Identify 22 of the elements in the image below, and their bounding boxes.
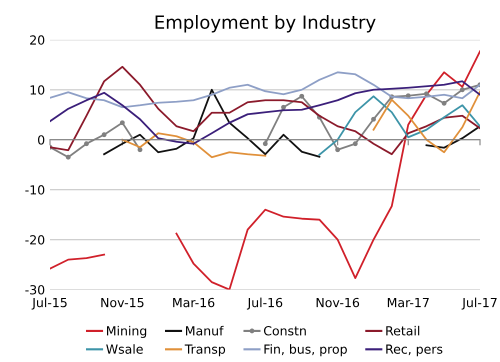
legend-label: Constn (264, 326, 306, 336)
legend-label: Retail (386, 326, 420, 336)
x-tick-label: Jul-15 (32, 298, 67, 310)
x-tick-label: Mar-17 (388, 298, 429, 308)
x-tick-label: Nov-16 (316, 298, 360, 308)
x-tick-label: Nov-15 (101, 298, 144, 308)
y-tick-label: 20 (30, 35, 44, 45)
chart-title: Employment by Industry (156, 14, 376, 32)
y-tick-label: 0 (38, 135, 44, 145)
legend-label: Transp (184, 344, 226, 356)
y-tick-label: -20 (25, 235, 44, 245)
x-tick-label: Mar-16 (173, 298, 214, 308)
legend-label: Rec, pers (386, 344, 442, 356)
y-tick-label: -10 (25, 185, 44, 195)
legend-label: Fin, bus, prop (264, 344, 347, 356)
y-tick-label: 10 (30, 85, 44, 95)
legend-label: Wsale (106, 344, 143, 354)
x-tick-label: Jul-17 (462, 298, 497, 310)
x-tick-label: Jul-16 (246, 298, 282, 310)
y-tick-label: -30 (25, 285, 44, 295)
legend-label: Mining (107, 326, 146, 338)
legend-label: Manuf (186, 326, 224, 336)
